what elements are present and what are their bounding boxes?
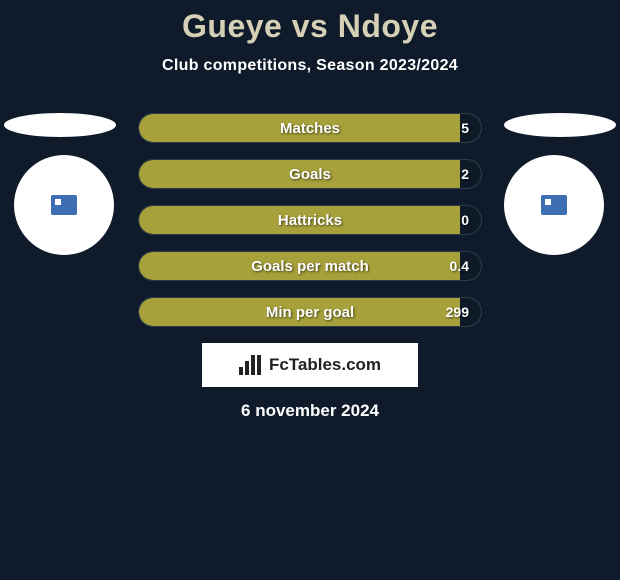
- stat-rows: Matches 5 Goals 2 Hattricks 0 Goals per …: [138, 113, 482, 327]
- brand-text: FcTables.com: [269, 355, 381, 375]
- left-club-badge-icon: [51, 195, 77, 215]
- left-platform-icon: [4, 113, 116, 137]
- player-left-side: [4, 113, 116, 255]
- stat-row: Goals per match 0.4: [138, 251, 482, 281]
- stat-label: Min per goal: [139, 298, 481, 326]
- page-title: Gueye vs Ndoye: [0, 0, 620, 45]
- right-value: 2: [461, 160, 469, 188]
- stat-row: Matches 5: [138, 113, 482, 143]
- player-right-side: [504, 113, 616, 255]
- right-avatar: [504, 155, 604, 255]
- bars-icon: [239, 355, 263, 375]
- comparison-arena: Matches 5 Goals 2 Hattricks 0 Goals per …: [0, 113, 620, 327]
- right-value: 0.4: [450, 252, 469, 280]
- right-value: 5: [461, 114, 469, 142]
- stat-label: Matches: [139, 114, 481, 142]
- left-avatar: [14, 155, 114, 255]
- stat-label: Goals per match: [139, 252, 481, 280]
- player2-name: Ndoye: [338, 8, 438, 44]
- stat-label: Hattricks: [139, 206, 481, 234]
- subtitle: Club competitions, Season 2023/2024: [0, 57, 620, 75]
- stat-row: Min per goal 299: [138, 297, 482, 327]
- right-platform-icon: [504, 113, 616, 137]
- player1-name: Gueye: [182, 8, 282, 44]
- stat-row: Hattricks 0: [138, 205, 482, 235]
- stat-label: Goals: [139, 160, 481, 188]
- brand-banner[interactable]: FcTables.com: [202, 343, 418, 387]
- right-value: 299: [446, 298, 469, 326]
- stat-row: Goals 2: [138, 159, 482, 189]
- date-label: 6 november 2024: [0, 401, 620, 421]
- right-club-badge-icon: [541, 195, 567, 215]
- right-value: 0: [461, 206, 469, 234]
- vs-separator: vs: [292, 8, 329, 44]
